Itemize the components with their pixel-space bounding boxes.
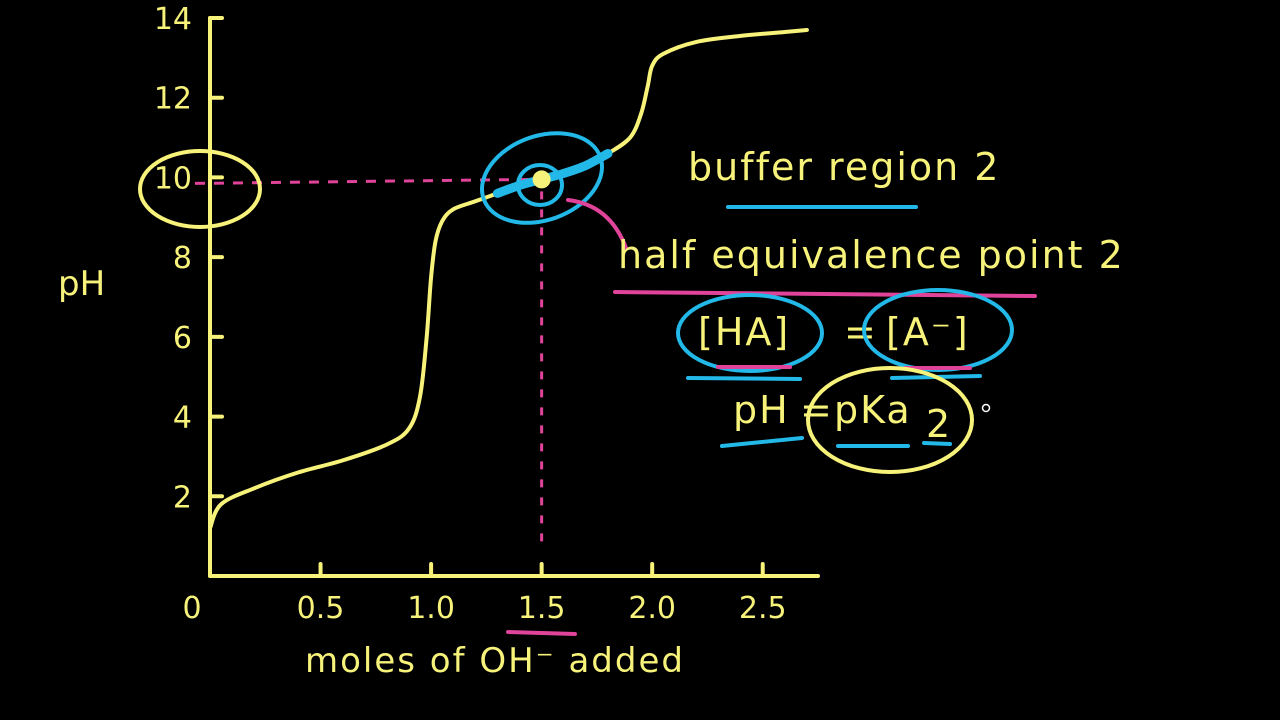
y-axis-title: pH — [58, 264, 105, 304]
pka-2-circle — [806, 366, 974, 474]
half-equivalence-point — [532, 170, 551, 189]
y-tick-label: 14 — [154, 2, 192, 37]
buffer-region-2-highlight — [492, 149, 613, 198]
y-tick-group: 2 4 6 8 10 12 14 — [154, 2, 224, 515]
y-tick-label: 12 — [154, 82, 192, 117]
x-tick-label: 2.5 — [739, 591, 787, 626]
concentration-ha: [HA] — [698, 310, 790, 354]
half-equivalence-underline — [613, 290, 1037, 298]
y-tick-label: 4 — [173, 401, 192, 436]
concentration-a-minus: [A⁻] — [886, 310, 970, 354]
subscript-underline-blue — [922, 441, 952, 446]
pointer-arrow — [566, 198, 628, 250]
x-tick-label: 1.0 — [407, 591, 455, 626]
y-tick-label: 6 — [173, 321, 192, 356]
titration-curve — [208, 28, 809, 531]
ph-equation-subscript: 2 — [926, 402, 952, 446]
ph-10-circle — [138, 149, 262, 229]
y-tick-label: 2 — [173, 480, 192, 515]
ph-equation-pka: pKa — [834, 388, 912, 432]
ph-equation-left: pH — [733, 388, 790, 432]
y-tick-label: 8 — [173, 241, 192, 276]
x-tick-label: 1.5 — [518, 591, 566, 626]
buffer-region-label: buffer region 2 — [688, 145, 1000, 189]
x-tick-label: 0 — [182, 591, 201, 626]
ph-underline-blue — [720, 436, 804, 448]
ha-circle — [676, 293, 824, 373]
x-tick-1.5-underline — [506, 630, 577, 636]
pen-cursor — [981, 403, 991, 413]
x-tick-label: 2.0 — [628, 591, 676, 626]
ha-underline-blue — [686, 376, 802, 381]
x-tick-label: 0.5 — [297, 591, 345, 626]
x-tick-group: 0 0.5 1.0 1.5 2.0 2.5 — [182, 562, 787, 626]
half-equivalence-label: half equivalence point 2 — [618, 233, 1125, 277]
x-axis-title: moles of OH⁻ added — [305, 641, 685, 681]
y-tick-label: 10 — [154, 161, 192, 196]
